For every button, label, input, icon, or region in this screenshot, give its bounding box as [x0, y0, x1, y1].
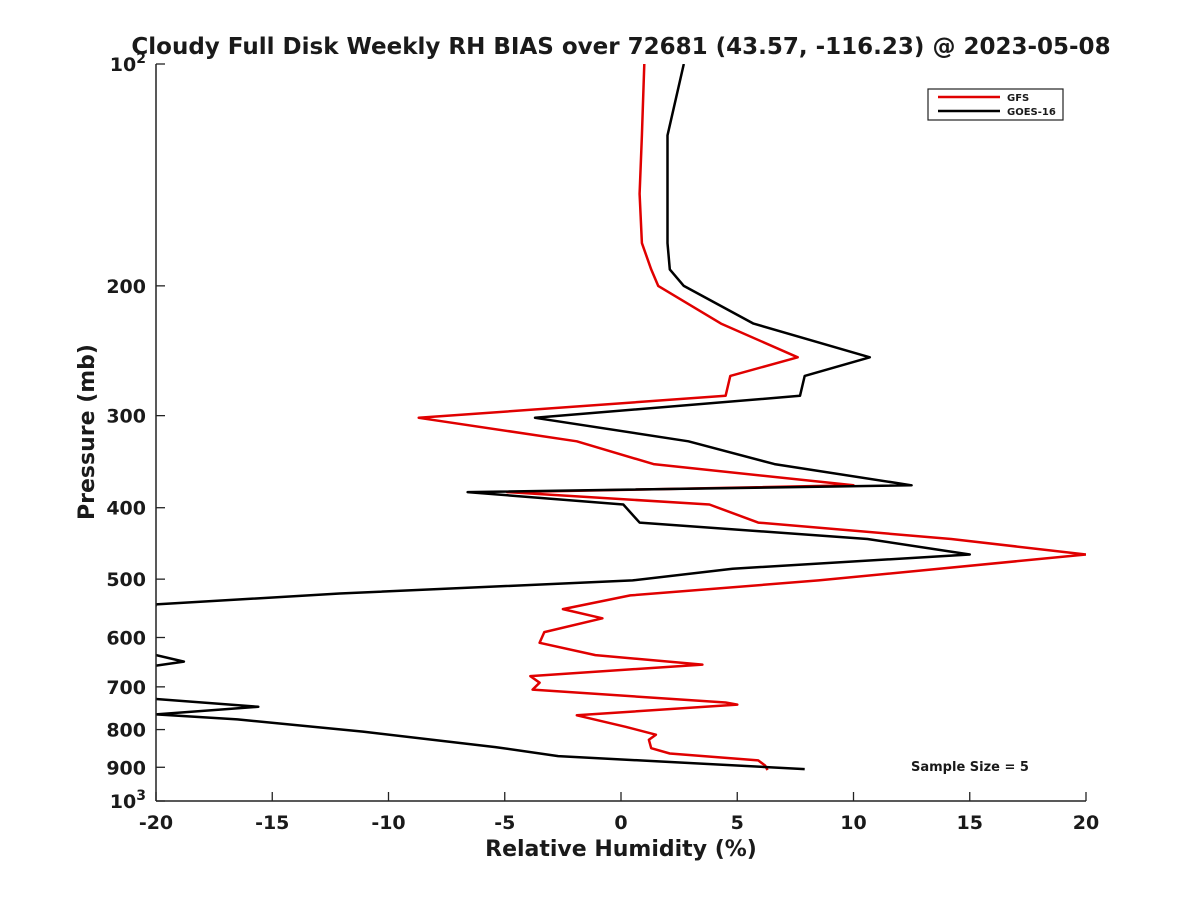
x-tick-label: 0: [614, 812, 627, 834]
x-tick-label: -10: [371, 812, 405, 834]
y-tick-label: 700: [106, 677, 146, 699]
legend-label-gfs: GFS: [1007, 93, 1029, 104]
x-tick-label: 10: [840, 812, 866, 834]
plot-area: [156, 64, 1086, 801]
x-ticks: -20 -15 -10 -5 0 5 10 15 20: [139, 792, 1099, 834]
y-tick-label: 300: [106, 406, 146, 428]
y-tick-label: 500: [106, 569, 146, 591]
x-tick-label: 15: [957, 812, 983, 834]
x-axis-title: Relative Humidity (%): [485, 837, 757, 862]
y-ticks: 102 200 300 400 500 600 700 800 900 103: [106, 51, 165, 813]
y-tick-label: 600: [106, 627, 146, 649]
y-tick-label: 800: [106, 720, 146, 742]
sample-size-annotation: Sample Size = 5: [911, 760, 1029, 775]
legend-label-goes-16: GOES-16: [1007, 107, 1056, 118]
chart-title: Cloudy Full Disk Weekly RH BIAS over 726…: [131, 34, 1110, 60]
y-tick-label: 200: [106, 276, 146, 298]
series-line-goes-16: [156, 64, 972, 771]
x-tick-label: -20: [139, 812, 173, 834]
legend-box: [927, 88, 1064, 121]
x-tick-label: -15: [255, 812, 289, 834]
y-axis-title: Pressure (mb): [75, 344, 100, 520]
series-group: [156, 64, 1086, 771]
x-tick-label: 20: [1073, 812, 1099, 834]
y-tick-label: 900: [106, 757, 146, 779]
x-tick-label: -5: [494, 812, 515, 834]
y-tick-label: 400: [106, 498, 146, 520]
series-line-gfs: [417, 64, 1086, 771]
legend: GFS GOES-16: [927, 88, 1064, 121]
x-tick-label: 5: [731, 812, 744, 834]
y-tick-label: 102: [110, 51, 146, 76]
y-tick-label: 103: [110, 788, 146, 813]
